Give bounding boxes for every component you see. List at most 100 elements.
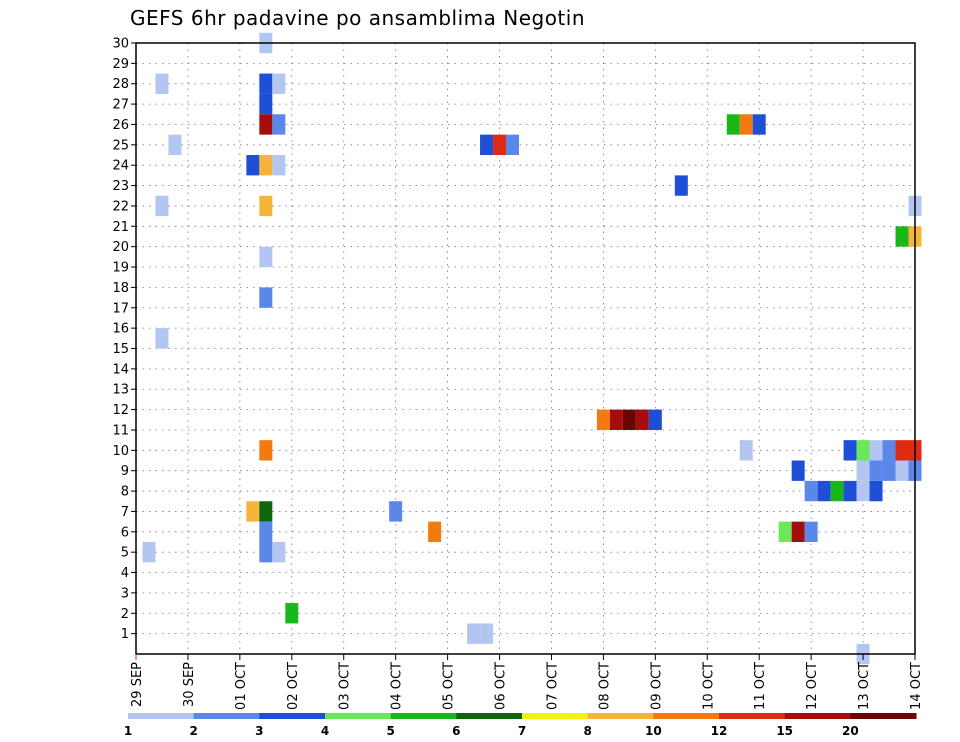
heatmap-cell [480, 134, 494, 156]
y-tick-label: 1 [121, 627, 129, 642]
heatmap-cell [635, 409, 649, 430]
y-tick-label: 21 [112, 220, 129, 235]
heatmap-cell [869, 480, 883, 502]
y-tick-label: 26 [112, 118, 129, 133]
x-tick-label: 12 OCT [805, 662, 820, 710]
y-tick-label: 12 [112, 403, 129, 418]
y-tick-label: 24 [112, 159, 129, 174]
heatmap-cell [480, 623, 494, 644]
heatmap-cell [142, 541, 156, 563]
legend-label: 20 [842, 724, 859, 738]
x-tick-label: 29 SEP [130, 662, 145, 707]
heatmap-cell [739, 440, 753, 461]
heatmap-cell [830, 480, 844, 502]
color-legend: 1 2 3 4 5 6 7 8 10 12 15 20 [124, 713, 917, 738]
heatmap-cell [285, 603, 299, 624]
x-tick-label: 07 OCT [545, 662, 560, 710]
heatmap-cell [259, 246, 273, 268]
y-tick-label: 4 [121, 566, 129, 581]
y-tick-label: 14 [112, 362, 129, 377]
heatmap-cell [726, 114, 740, 135]
legend-swatch [325, 713, 392, 719]
heatmap-cell [856, 460, 870, 481]
heatmap-cell [155, 195, 169, 217]
y-tick-label: 2 [121, 607, 129, 622]
x-tick-label: 05 OCT [442, 662, 457, 710]
heatmap-cell [272, 541, 286, 563]
x-tick-label: 11 OCT [753, 662, 768, 710]
y-tick-label: 15 [112, 342, 129, 357]
y-tick-label: 23 [112, 179, 129, 194]
legend-swatch [390, 713, 457, 719]
y-tick-label: 9 [121, 464, 129, 479]
heatmap-cell [259, 114, 273, 135]
heatmap-cell [778, 521, 792, 542]
heatmap-cell [428, 521, 442, 542]
x-tick-label: 30 SEP [182, 662, 197, 707]
heatmap-cell [506, 134, 520, 156]
legend-label: 5 [386, 724, 394, 738]
x-tick-label: 14 OCT [909, 662, 924, 710]
legend-swatch [259, 713, 326, 719]
legend-label: 12 [711, 724, 728, 738]
y-tick-label: 3 [121, 586, 129, 601]
x-tick-label: 13 OCT [857, 662, 872, 710]
y-tick-label: 5 [121, 546, 129, 561]
y-tick-label: 28 [112, 77, 129, 92]
heatmap-cell [856, 480, 870, 502]
heatmap-cell [856, 440, 870, 461]
x-tick-label: 09 OCT [649, 662, 664, 710]
x-tick-label: 10 OCT [701, 662, 716, 710]
heatmap-cell [155, 328, 169, 349]
y-tick-label: 8 [121, 485, 129, 500]
legend-label: 3 [255, 724, 263, 738]
heatmap-cell [791, 460, 805, 481]
heatmap-cell [895, 226, 909, 247]
heatmap-cell [259, 541, 273, 563]
heatmap-cell [869, 440, 883, 461]
heatmap-cell [259, 73, 273, 94]
y-axis-ticks: 1234567891011121314151617181920212223242… [112, 37, 136, 642]
legend-label: 7 [518, 724, 526, 738]
heatmap-cell [791, 521, 805, 542]
heatmap-cell [467, 623, 481, 644]
legend-label: 8 [583, 724, 591, 738]
heatmap-cell [804, 521, 818, 542]
heatmap-cell [869, 460, 883, 481]
legend-swatch [784, 713, 851, 719]
heatmap-cell [648, 409, 662, 430]
chart-title: GEFS 6hr padavine po ansamblima Negotin [130, 6, 586, 30]
heatmap-cell [674, 175, 688, 196]
y-tick-label: 29 [112, 57, 129, 72]
y-tick-label: 13 [112, 383, 129, 398]
x-tick-label: 08 OCT [597, 662, 612, 710]
y-tick-label: 25 [112, 138, 129, 153]
legend-swatch [719, 713, 786, 719]
legend-swatch [456, 713, 523, 719]
heatmap-cell [246, 155, 260, 176]
heatmap-cell [843, 440, 857, 461]
heatmap-cell [609, 409, 623, 430]
y-tick-label: 19 [112, 261, 129, 276]
x-tick-label: 06 OCT [494, 662, 509, 710]
grid-lines [135, 42, 916, 654]
heatmap-cell [389, 501, 403, 522]
y-tick-label: 7 [121, 505, 129, 520]
heatmap-cells [142, 32, 922, 665]
heatmap-cell [493, 134, 507, 156]
heatmap-cell [882, 460, 896, 481]
heatmap-cell [804, 480, 818, 502]
y-tick-label: 30 [112, 37, 129, 52]
heatmap-cell [246, 501, 260, 522]
x-tick-label: 01 OCT [234, 662, 249, 710]
heatmap-cell [259, 195, 273, 217]
heatmap-cell [155, 73, 169, 94]
heatmap-cell [895, 460, 909, 481]
x-axis-ticks: 29 SEP 30 SEP 01 OCT 02 OCT 03 OCT 04 OCT 05 O… [130, 654, 924, 710]
heatmap-cell [622, 409, 636, 430]
heatmap-cell [259, 287, 273, 308]
legend-swatch [587, 713, 654, 719]
heatmap-cell [168, 134, 182, 156]
heatmap-cell [259, 155, 273, 176]
heatmap-cell [259, 440, 273, 461]
